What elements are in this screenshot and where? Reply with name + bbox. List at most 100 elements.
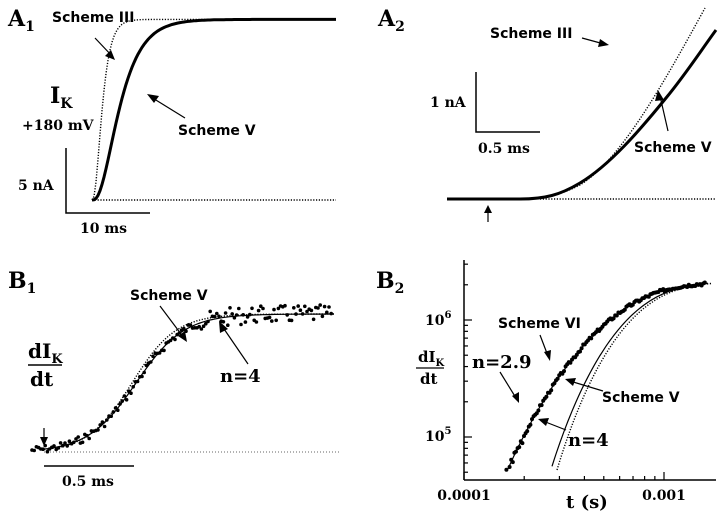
b1-scale-x-label: 0.5 ms	[62, 474, 114, 490]
panel-b1-label: B1	[8, 268, 36, 297]
b2-ticks	[463, 263, 665, 480]
a1-ylabel: IK	[50, 83, 73, 112]
b1-data-point	[303, 304, 307, 309]
b1-data-point	[272, 307, 276, 312]
b1-data-point	[215, 311, 219, 316]
a1-scheme-v-trace	[91, 17, 336, 202]
b1-data-point	[102, 424, 107, 429]
a2-onset-arrowhead	[484, 205, 492, 213]
b2-scheme-v-label: Scheme V	[602, 390, 680, 406]
b1-data-point	[32, 448, 36, 453]
b1-data-point	[267, 315, 272, 320]
a2-scale-bar	[475, 72, 540, 133]
b1-n4-arrowhead	[219, 321, 228, 333]
b2-scheme-vi-curve	[507, 282, 709, 470]
b2-xtick-label-1: 0.0001	[437, 488, 491, 504]
b2-ylabel-num: dIK	[418, 348, 445, 369]
b2-xtick-label-2: 0.001	[642, 488, 686, 504]
a1-scheme-iii-trace	[91, 18, 336, 201]
b1-data-point	[199, 327, 204, 331]
b1-data-point	[162, 348, 166, 353]
b1-data-point	[239, 322, 243, 327]
panel-a2: A2 1 nA 0.5 ms Scheme III Scheme V	[377, 6, 718, 222]
b1-data-point	[245, 315, 250, 319]
a1-condition-label: +180 mV	[22, 118, 95, 134]
b1-data-point	[254, 320, 259, 324]
b1-data-point	[270, 319, 274, 323]
panel-a2-label: A2	[377, 6, 405, 35]
b1-data-point	[261, 306, 265, 311]
a2-scheme-v-arrowhead	[655, 90, 664, 101]
b2-n29-arrowhead	[512, 392, 519, 403]
b1-data-point	[45, 449, 50, 454]
b2-scheme-vi-arrowhead	[544, 350, 551, 361]
b1-ylabel-den: dt	[30, 367, 54, 391]
b1-data-point	[296, 304, 301, 308]
b2-ytick-label-1: 106	[425, 310, 451, 329]
b2-scheme-v-arrow	[569, 380, 604, 392]
b1-data-point	[67, 439, 72, 444]
b1-data-point	[228, 306, 232, 310]
b2-scheme-v-curve	[556, 282, 712, 471]
b1-data-point	[309, 308, 314, 313]
a2-scale-y-label: 1 nA	[430, 95, 467, 111]
a1-scheme-v-arrow	[150, 96, 186, 119]
b1-data-point	[289, 318, 294, 323]
b1-scheme-v-label: Scheme V	[130, 288, 208, 304]
b1-data-points	[30, 303, 334, 454]
b1-data-point	[100, 420, 105, 424]
b2-n4-label: n=4	[568, 430, 609, 451]
b1-data-point	[276, 306, 281, 311]
a1-scheme-v-arrowhead	[147, 94, 159, 103]
panel-b2: B2 0.0001 0.001 t (s) 106 105 dIK dt Sch…	[376, 260, 716, 513]
b1-data-point	[322, 304, 327, 309]
b1-n4-label: n=4	[220, 366, 261, 387]
panel-a1: A1 5 nA 10 ms IK +180 mV Scheme III Sche…	[7, 6, 336, 237]
b1-data-point	[52, 444, 56, 448]
b2-data-point	[589, 336, 594, 341]
a1-scale-y-label: 5 nA	[18, 178, 55, 194]
b2-axes	[463, 260, 716, 481]
b2-n4-arrowhead	[538, 418, 549, 426]
b1-scheme-v-arrowhead	[178, 331, 187, 342]
b1-data-point	[327, 305, 331, 309]
b1-data-point	[292, 306, 296, 310]
b1-data-point	[243, 320, 248, 324]
b2-scheme-vi-label: Scheme VI	[498, 316, 581, 332]
panel-a1-label: A1	[7, 6, 35, 35]
b2-n4-curve	[551, 282, 709, 467]
b2-n29-arrow	[499, 371, 517, 399]
panel-b2-label: B2	[376, 268, 404, 297]
b2-n29-label: n=2.9	[472, 352, 531, 373]
b2-scheme-v-arrowhead	[565, 378, 576, 386]
a2-scheme-v-label: Scheme V	[634, 140, 712, 156]
b1-data-point	[173, 337, 177, 342]
b1-data-point	[250, 306, 254, 311]
panel-b1: B1 0.5 ms dIK dt Scheme V n=4	[8, 268, 340, 490]
b2-xlabel: t (s)	[566, 492, 608, 513]
b1-data-point	[320, 314, 325, 319]
b1-data-point	[311, 317, 316, 322]
b1-scheme-v-curve	[43, 313, 334, 451]
b1-data-point	[197, 324, 201, 329]
b1-data-point	[226, 323, 230, 328]
b1-data-point	[208, 309, 212, 314]
a1-scale-x-label: 10 ms	[80, 221, 127, 237]
b1-scheme-v-arrow	[159, 305, 185, 339]
b2-data-point	[520, 441, 525, 446]
b1-data-point	[204, 321, 208, 326]
b1-ylabel-num: dIK	[28, 339, 63, 367]
b1-data-point	[201, 324, 206, 329]
a1-scale-bar	[65, 148, 150, 214]
b1-data-point	[58, 441, 63, 445]
a2-scheme-v-arrow	[659, 95, 669, 132]
b1-data-point	[298, 308, 303, 313]
b1-data-point	[151, 354, 155, 359]
b2-ytick-label-2: 105	[425, 426, 451, 445]
a2-scheme-v-trace	[447, 29, 718, 201]
b1-data-point	[318, 303, 323, 307]
b1-data-point	[237, 306, 241, 311]
b2-data-point	[504, 467, 509, 472]
b2-ylabel-den: dt	[420, 370, 437, 388]
